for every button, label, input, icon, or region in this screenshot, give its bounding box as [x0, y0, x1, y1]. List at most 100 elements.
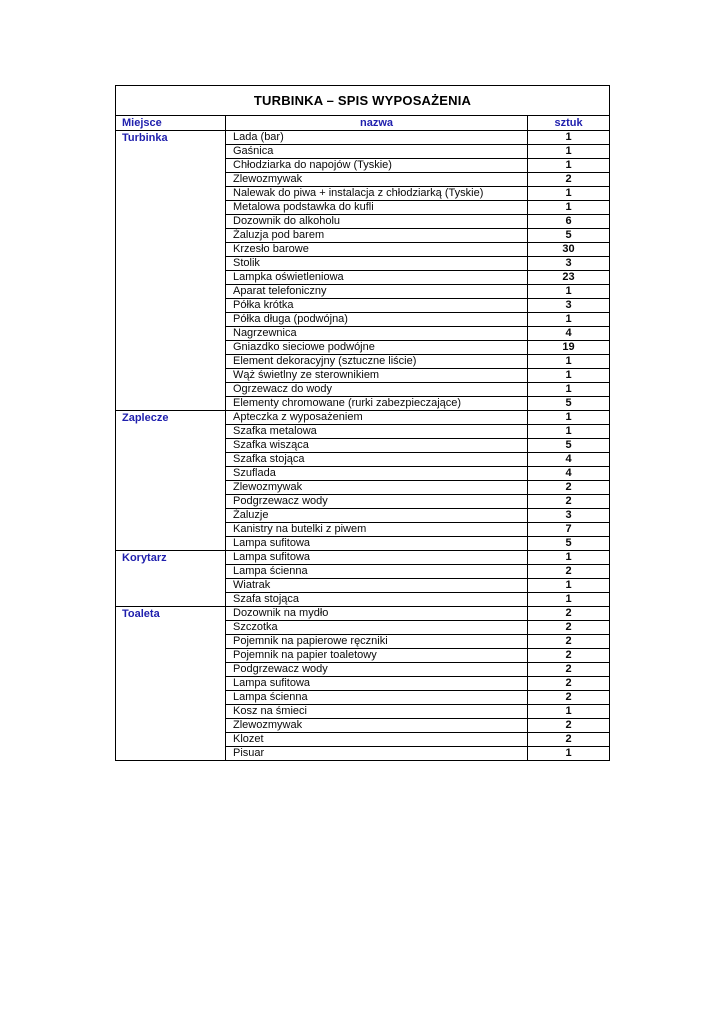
item-name-cell: Nagrzewnica	[225, 326, 528, 341]
item-name-cell: Lada (bar)	[225, 130, 528, 145]
table-title: TURBINKA – SPIS WYPOSAŻENIA	[114, 85, 611, 116]
qty-cell: 2	[526, 634, 611, 649]
item-name-cell: Szafka stojąca	[225, 452, 528, 467]
qty-cell: 1	[526, 578, 611, 593]
qty-cell: 1	[526, 186, 611, 201]
title-row: TURBINKA – SPIS WYPOSAŻENIA	[114, 85, 611, 116]
item-name-cell: Klozet	[225, 732, 528, 747]
item-name-cell: Pojemnik na papier toaletowy	[225, 648, 528, 663]
item-name-cell: Półka krótka	[225, 298, 528, 313]
qty-cell: 2	[526, 620, 611, 635]
item-name-cell: Zlewozmywak	[225, 480, 528, 495]
table-row: Zaplecze Apteczka z wyposażeniem 1	[115, 410, 611, 551]
qty-cell: 30	[526, 242, 611, 257]
item-name-cell: Kanistry na butelki z piwem	[225, 522, 528, 537]
qty-cell: 2	[526, 606, 611, 621]
item-name-cell: Szafka wisząca	[225, 438, 528, 453]
item-name-cell: Lampa sufitowa	[225, 536, 528, 551]
item-name-cell: Zlewozmywak	[225, 718, 528, 733]
qty-cell: 7	[526, 522, 611, 537]
item-name-cell: Stolik	[225, 256, 528, 271]
qty-cell: 1	[526, 424, 611, 439]
table-row: Dozownik do alkoholu 6	[116, 214, 611, 229]
table-row: Toaleta Dozownik na mydło 2	[115, 606, 611, 761]
qty-cell: 4	[526, 326, 611, 341]
place-cell: Turbinka	[115, 130, 226, 411]
item-name-cell: Lampa ścienna	[225, 564, 528, 579]
qty-cell: 1	[526, 410, 611, 425]
item-name-cell: Gaśnica	[225, 144, 528, 159]
qty-cell: 2	[526, 718, 611, 733]
table-row: Szuflada 4	[116, 466, 611, 481]
qty-cell: 19	[526, 340, 611, 355]
qty-cell: 3	[526, 508, 611, 523]
table-row: Lampa sufitowa 5	[116, 536, 611, 551]
table-row: Półka krótka 3	[116, 298, 611, 313]
table-row: Szafa stojąca 1	[116, 592, 611, 607]
column-header-sztuk: sztuk	[526, 115, 611, 131]
qty-cell: 2	[526, 172, 611, 187]
qty-cell: 1	[526, 704, 611, 719]
qty-cell: 4	[526, 452, 611, 467]
qty-cell: 1	[526, 158, 611, 173]
place-cell: Zaplecze	[115, 410, 226, 551]
item-name-cell: Krzesło barowe	[225, 242, 528, 257]
qty-cell: 5	[526, 536, 611, 551]
table-row: Element dekoracyjny (sztuczne liście) 1	[116, 354, 611, 369]
item-name-cell: Chłodziarka do napojów (Tyskie)	[225, 158, 528, 173]
item-name-cell: Elementy chromowane (rurki zabezpieczają…	[225, 396, 528, 411]
item-name-cell: Wąż świetlny ze sterownikiem	[225, 368, 528, 383]
item-name-cell: Ogrzewacz do wody	[225, 382, 528, 397]
column-header-row: Miejsce nazwa sztuk	[115, 115, 611, 131]
qty-cell: 2	[526, 690, 611, 705]
table-row: Szczotka 2	[116, 620, 611, 635]
qty-cell: 1	[526, 130, 611, 145]
qty-cell: 5	[526, 228, 611, 243]
table-row: Chłodziarka do napojów (Tyskie) 1	[116, 158, 611, 173]
table-row: Aparat telefoniczny 1	[116, 284, 611, 299]
column-header-nazwa: nazwa	[225, 115, 528, 131]
table-row: Pisuar 1	[116, 746, 611, 761]
item-name-cell: Lampa sufitowa	[225, 676, 528, 691]
table-row: Ogrzewacz do wody 1	[116, 382, 611, 397]
item-name-cell: Kosz na śmieci	[225, 704, 528, 719]
qty-cell: 6	[526, 214, 611, 229]
item-name-cell: Dozownik na mydło	[225, 606, 528, 621]
qty-cell: 23	[526, 270, 611, 285]
place-cell: Toaleta	[115, 606, 226, 761]
item-name-cell: Zlewozmywak	[225, 172, 528, 187]
qty-cell: 1	[526, 368, 611, 383]
qty-cell: 1	[526, 200, 611, 215]
qty-cell: 2	[526, 662, 611, 677]
qty-cell: 2	[526, 480, 611, 495]
table-row: Korytarz Lampa sufitowa 1	[115, 550, 611, 607]
qty-cell: 2	[526, 676, 611, 691]
item-name-cell: Szafa stojąca	[225, 592, 528, 607]
qty-cell: 1	[526, 746, 611, 761]
qty-cell: 3	[526, 256, 611, 271]
qty-cell: 3	[526, 298, 611, 313]
qty-cell: 1	[526, 550, 611, 565]
qty-cell: 1	[526, 284, 611, 299]
item-name-cell: Szafka metalowa	[225, 424, 528, 439]
place-cell: Korytarz	[115, 550, 226, 607]
qty-cell: 2	[526, 564, 611, 579]
table-row: Elementy chromowane (rurki zabezpieczają…	[116, 396, 611, 411]
item-name-cell: Szczotka	[225, 620, 528, 635]
qty-cell: 5	[526, 396, 611, 411]
qty-cell: 1	[526, 354, 611, 369]
item-name-cell: Dozownik do alkoholu	[225, 214, 528, 229]
qty-cell: 4	[526, 466, 611, 481]
item-name-cell: Podgrzewacz wody	[225, 662, 528, 677]
item-name-cell: Nalewak do piwa + instalacja z chłodziar…	[225, 186, 528, 201]
table-row: Kosz na śmieci 1	[116, 704, 611, 719]
qty-cell: 2	[526, 732, 611, 747]
item-name-cell: Metalowa podstawka do kufli	[225, 200, 528, 215]
table-row: Metalowa podstawka do kufli 1	[116, 200, 611, 215]
qty-cell: 1	[526, 312, 611, 327]
qty-cell: 1	[526, 592, 611, 607]
inventory-table: TURBINKA – SPIS WYPOSAŻENIA Miejsce nazw…	[114, 85, 611, 761]
item-name-cell: Aparat telefoniczny	[225, 284, 528, 299]
item-name-cell: Półka długa (podwójna)	[225, 312, 528, 327]
item-name-cell: Lampa ścienna	[225, 690, 528, 705]
